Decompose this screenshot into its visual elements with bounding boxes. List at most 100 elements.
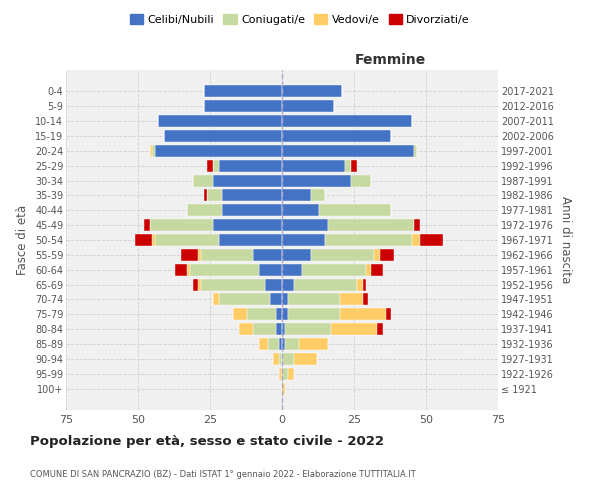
- Bar: [187, 264, 190, 276]
- Bar: [346, 160, 351, 172]
- Bar: [282, 264, 302, 276]
- Bar: [144, 219, 149, 231]
- Bar: [218, 160, 282, 172]
- Bar: [259, 264, 282, 276]
- Bar: [149, 145, 152, 157]
- Bar: [199, 278, 202, 290]
- Bar: [380, 249, 394, 261]
- Bar: [279, 338, 282, 350]
- Bar: [175, 264, 187, 276]
- Y-axis label: Fasce di età: Fasce di età: [16, 205, 29, 275]
- Bar: [221, 190, 282, 202]
- Bar: [371, 264, 383, 276]
- Bar: [218, 294, 271, 306]
- Bar: [282, 86, 343, 98]
- Bar: [218, 234, 282, 246]
- Bar: [420, 234, 443, 246]
- Bar: [164, 130, 282, 142]
- Bar: [282, 278, 293, 290]
- Bar: [152, 145, 155, 157]
- Bar: [247, 308, 276, 320]
- Bar: [351, 160, 357, 172]
- Bar: [233, 308, 247, 320]
- Y-axis label: Anni di nascita: Anni di nascita: [559, 196, 572, 284]
- Bar: [362, 294, 368, 306]
- Bar: [239, 323, 253, 335]
- Bar: [259, 338, 268, 350]
- Bar: [362, 278, 365, 290]
- Bar: [282, 100, 334, 112]
- Bar: [207, 160, 213, 172]
- Bar: [204, 190, 207, 202]
- Bar: [276, 323, 282, 335]
- Bar: [282, 145, 415, 157]
- Bar: [288, 294, 340, 306]
- Bar: [204, 100, 282, 112]
- Bar: [282, 160, 346, 172]
- Bar: [282, 368, 288, 380]
- Bar: [282, 234, 325, 246]
- Bar: [374, 249, 380, 261]
- Bar: [282, 130, 391, 142]
- Bar: [253, 323, 276, 335]
- Bar: [331, 323, 377, 335]
- Bar: [279, 353, 282, 365]
- Bar: [193, 278, 199, 290]
- Bar: [285, 323, 331, 335]
- Bar: [282, 338, 285, 350]
- Bar: [274, 353, 279, 365]
- Bar: [221, 204, 282, 216]
- Bar: [282, 353, 293, 365]
- Bar: [282, 190, 311, 202]
- Bar: [181, 249, 199, 261]
- Bar: [204, 86, 282, 98]
- Bar: [152, 234, 155, 246]
- Bar: [276, 308, 282, 320]
- Bar: [135, 234, 152, 246]
- Bar: [285, 338, 299, 350]
- Bar: [190, 264, 259, 276]
- Bar: [412, 234, 420, 246]
- Bar: [293, 278, 357, 290]
- Bar: [282, 204, 319, 216]
- Bar: [271, 294, 282, 306]
- Bar: [340, 294, 362, 306]
- Bar: [268, 338, 279, 350]
- Bar: [282, 294, 288, 306]
- Bar: [386, 308, 391, 320]
- Bar: [282, 308, 288, 320]
- Bar: [282, 323, 285, 335]
- Bar: [253, 249, 282, 261]
- Text: Popolazione per età, sesso e stato civile - 2022: Popolazione per età, sesso e stato civil…: [30, 435, 384, 448]
- Bar: [199, 249, 202, 261]
- Bar: [415, 219, 420, 231]
- Bar: [302, 264, 365, 276]
- Text: Femmine: Femmine: [355, 52, 425, 66]
- Bar: [202, 278, 265, 290]
- Text: COMUNE DI SAN PANCRAZIO (BZ) - Dati ISTAT 1° gennaio 2022 - Elaborazione TUTTITA: COMUNE DI SAN PANCRAZIO (BZ) - Dati ISTA…: [30, 470, 416, 479]
- Bar: [149, 219, 213, 231]
- Bar: [202, 249, 253, 261]
- Bar: [155, 145, 282, 157]
- Bar: [415, 145, 418, 157]
- Bar: [365, 264, 371, 276]
- Bar: [279, 368, 282, 380]
- Bar: [299, 338, 328, 350]
- Bar: [319, 204, 391, 216]
- Bar: [311, 190, 325, 202]
- Bar: [282, 249, 311, 261]
- Bar: [325, 234, 412, 246]
- Bar: [213, 294, 218, 306]
- Bar: [213, 219, 282, 231]
- Bar: [282, 115, 412, 127]
- Bar: [187, 204, 221, 216]
- Bar: [328, 219, 415, 231]
- Legend: Celibi/Nubili, Coniugati/e, Vedovi/e, Divorziati/e: Celibi/Nubili, Coniugati/e, Vedovi/e, Di…: [127, 10, 473, 28]
- Bar: [293, 353, 317, 365]
- Bar: [282, 174, 351, 186]
- Bar: [351, 174, 371, 186]
- Bar: [213, 160, 218, 172]
- Bar: [207, 190, 221, 202]
- Bar: [213, 174, 282, 186]
- Bar: [282, 219, 328, 231]
